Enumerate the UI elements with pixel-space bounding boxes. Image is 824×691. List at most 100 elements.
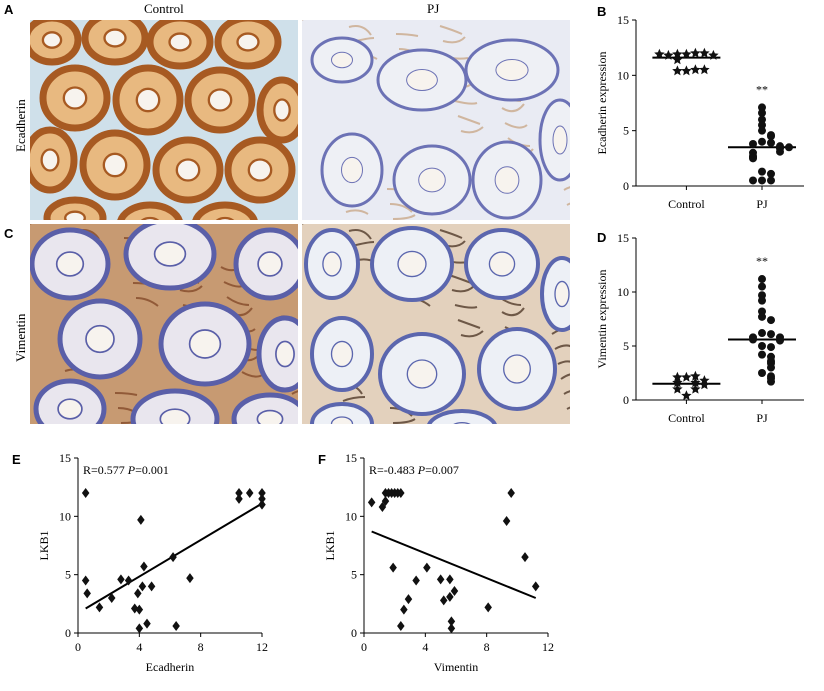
y-tick-label: 15 xyxy=(617,231,629,245)
gland-lumen xyxy=(273,98,291,122)
y-tick-label: 10 xyxy=(617,68,629,82)
micrograph-vimentin-control xyxy=(30,224,298,424)
data-point xyxy=(83,588,91,599)
data-point xyxy=(690,64,701,75)
gland-lumen xyxy=(236,32,260,52)
gland-lumen xyxy=(40,148,60,172)
gland-lumen xyxy=(85,324,115,354)
y-tick-label: 10 xyxy=(345,509,357,523)
x-tick-label: 8 xyxy=(484,640,490,654)
data-point xyxy=(404,594,413,605)
data-point xyxy=(135,604,144,615)
gland-lumen xyxy=(57,398,83,420)
data-point xyxy=(245,488,254,498)
x-tick-label: PJ xyxy=(756,197,768,211)
y-tick-label: 15 xyxy=(617,13,629,27)
stroma-fiber xyxy=(563,186,570,191)
chart-ecadherin-expression: 0 5 10 15 Ecadherin expression Control PJ ** xyxy=(595,13,804,211)
data-point xyxy=(117,574,125,585)
x-tick-label: 4 xyxy=(136,640,142,654)
panel-label-f: F xyxy=(318,452,326,467)
gland-lumen xyxy=(330,416,354,424)
data-point xyxy=(767,176,775,185)
stroma-fiber xyxy=(501,103,525,113)
data-point xyxy=(767,363,775,372)
gland-lumen xyxy=(153,241,187,267)
data-point xyxy=(235,488,243,498)
gland-lumen xyxy=(330,340,354,368)
stroma-fiber xyxy=(457,115,481,125)
y-axis-label: LKB1 xyxy=(37,531,51,561)
stroma-fiber xyxy=(457,319,481,329)
data-point xyxy=(758,275,766,284)
data-point xyxy=(147,581,156,592)
y-tick-label: 5 xyxy=(623,124,629,138)
gland-lumen xyxy=(41,31,63,49)
gland-lumen xyxy=(495,59,529,81)
data-point xyxy=(423,562,431,573)
correlation-annotation: R=0.577 P=0.001 xyxy=(83,463,169,477)
data-point xyxy=(758,282,766,291)
data-point xyxy=(531,581,540,592)
significance-marker: ** xyxy=(756,82,768,96)
data-point xyxy=(397,621,405,631)
gland xyxy=(130,388,220,424)
stroma-fiber xyxy=(501,307,525,317)
gland xyxy=(310,402,374,424)
gland-lumen xyxy=(62,86,88,110)
data-point xyxy=(776,336,784,345)
y-tick-label: 0 xyxy=(623,393,629,407)
data-point xyxy=(758,350,766,359)
gland xyxy=(427,409,497,424)
gland-lumen xyxy=(247,158,273,182)
data-point xyxy=(521,552,529,563)
data-point xyxy=(758,329,766,338)
data-point xyxy=(169,552,177,563)
stroma-fiber xyxy=(504,122,528,129)
gland-lumen xyxy=(55,251,85,277)
stroma-fiber xyxy=(566,202,570,206)
y-tick-label: 5 xyxy=(351,568,357,582)
x-tick-label: 0 xyxy=(75,640,81,654)
data-point xyxy=(758,115,766,124)
data-point xyxy=(672,54,683,65)
data-point xyxy=(708,49,719,60)
panel-label-e: E xyxy=(12,452,21,467)
panel-label-a: A xyxy=(4,2,14,17)
column-title-pj: PJ xyxy=(427,1,440,16)
gland-lumen xyxy=(453,422,471,424)
data-point xyxy=(699,379,710,390)
data-point xyxy=(767,169,775,178)
stroma-fiber xyxy=(454,100,478,105)
gland xyxy=(43,196,107,220)
data-point xyxy=(690,47,701,58)
data-point xyxy=(397,488,405,498)
gland-lumen xyxy=(331,51,353,69)
data-point xyxy=(447,623,456,634)
y-tick-label: 5 xyxy=(65,568,71,582)
data-point xyxy=(672,48,683,59)
gland-lumen xyxy=(418,167,446,193)
data-point xyxy=(446,591,454,602)
data-point xyxy=(135,623,144,634)
data-point xyxy=(137,514,145,525)
data-point xyxy=(758,108,766,117)
data-point xyxy=(235,493,243,504)
stroma-fiber xyxy=(554,344,570,350)
x-tick-label: 4 xyxy=(422,640,428,654)
gland-lumen xyxy=(103,28,127,48)
y-tick-label: 0 xyxy=(623,179,629,193)
panel-label-c: C xyxy=(4,226,14,241)
gland-lumen xyxy=(406,359,438,389)
x-tick-label: Control xyxy=(668,411,705,425)
data-point xyxy=(767,132,775,141)
data-point xyxy=(758,167,766,176)
data-point xyxy=(663,49,674,60)
data-point xyxy=(258,499,266,510)
chart-lkb1-vs-vimentin: 0 5 10 15 0 4 8 12 Vimentin LKB1 R=-0.483 P=0.007 xyxy=(323,451,554,674)
gland-lumen xyxy=(207,88,233,112)
gland-lumen xyxy=(140,216,160,220)
gland-lumen xyxy=(256,409,284,424)
data-point xyxy=(124,575,133,586)
y-tick-label: 15 xyxy=(59,451,71,465)
